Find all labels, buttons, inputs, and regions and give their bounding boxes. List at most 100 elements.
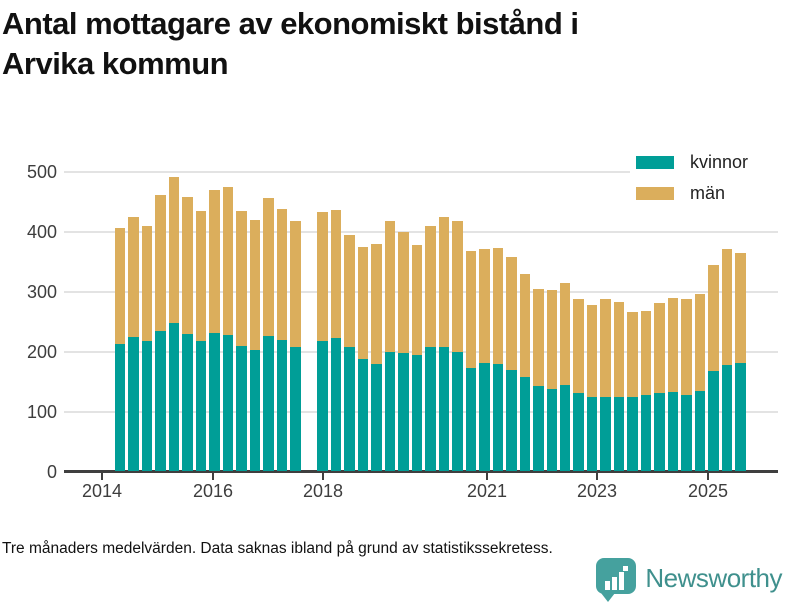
bar-segment-kvinnor <box>479 363 490 471</box>
bar-segment-man <box>290 220 301 347</box>
bar-segment-kvinnor <box>276 340 288 471</box>
bar-16 <box>330 171 342 471</box>
bar-segment-kvinnor <box>667 391 679 471</box>
bar-segment-kvinnor <box>654 393 665 471</box>
bar-segment-kvinnor <box>627 397 638 471</box>
bar-segment-kvinnor <box>398 353 409 471</box>
bar-segment-kvinnor <box>559 385 571 471</box>
y-tick-label-500: 500 <box>26 162 57 182</box>
bar-41 <box>667 171 679 471</box>
bar-segment-kvinnor <box>330 337 342 471</box>
bar-segment-man <box>559 283 571 386</box>
bar-32 <box>546 171 557 471</box>
missing-data-gap <box>304 171 314 471</box>
y-tick-label-400: 400 <box>26 222 57 242</box>
x-tick-2014 <box>101 471 103 480</box>
bar-segment-man <box>613 301 625 398</box>
bar-segment-man <box>533 288 544 386</box>
bar-20 <box>384 171 396 471</box>
bar-2 <box>141 171 153 471</box>
bar-segment-kvinnor <box>371 364 382 471</box>
y-tick-label-100: 100 <box>26 402 57 422</box>
bar-segment-kvinnor <box>681 394 692 471</box>
bar-4 <box>168 171 180 471</box>
bar-34 <box>573 171 584 471</box>
bar-5 <box>182 171 193 471</box>
x-tick-2018 <box>322 471 324 480</box>
bar-segment-kvinnor <box>573 393 584 471</box>
bar-39 <box>640 171 652 471</box>
bar-45 <box>721 171 733 471</box>
bar-segment-kvinnor <box>694 391 706 471</box>
bar-segment-man <box>519 273 531 377</box>
man-swatch-icon <box>636 187 674 200</box>
bar-segment-kvinnor <box>506 369 517 471</box>
bar-43 <box>694 171 706 471</box>
bar-segment-kvinnor <box>249 350 261 471</box>
bar-21 <box>398 171 409 471</box>
bar-22 <box>411 171 423 471</box>
bar-29 <box>506 171 517 471</box>
bubble-tail <box>601 593 616 602</box>
bar-6 <box>195 171 207 471</box>
bar-segment-man <box>276 208 288 341</box>
x-tick-label-2023: 2023 <box>576 481 618 501</box>
bar-segment-man <box>425 225 436 347</box>
bar-segment-kvinnor <box>128 336 139 471</box>
x-tick-2023 <box>596 471 598 480</box>
bar-segment-kvinnor <box>452 352 463 471</box>
bar-segment-kvinnor <box>519 376 531 471</box>
bar-31 <box>533 171 544 471</box>
bar-segment-kvinnor <box>182 334 193 471</box>
bar-segment-kvinnor <box>263 336 274 471</box>
exclamation-dot-icon <box>623 566 629 571</box>
x-tick-2016 <box>212 471 214 480</box>
y-tick-label-300: 300 <box>26 282 57 302</box>
bar-segment-man <box>546 289 557 390</box>
bar-segment-man <box>155 195 166 331</box>
bar-segment-kvinnor <box>290 346 301 471</box>
bar-10 <box>249 171 261 471</box>
bar-segment-kvinnor <box>735 363 746 471</box>
bar-segment-man <box>465 250 477 368</box>
x-tick-label-2021: 2021 <box>466 481 508 501</box>
bar-segment-kvinnor <box>168 323 180 471</box>
bar-segment-man <box>263 198 274 336</box>
bar-36 <box>600 171 611 471</box>
x-axis-line <box>64 470 778 473</box>
bar-segment-kvinnor <box>425 346 436 471</box>
bar-23 <box>425 171 436 471</box>
bar-33 <box>559 171 571 471</box>
bar-segment-man <box>708 264 719 371</box>
bar-3 <box>155 171 166 471</box>
bar-segment-kvinnor <box>600 396 611 471</box>
bar-13 <box>290 171 301 471</box>
bar-segment-man <box>222 186 234 336</box>
bar-segment-man <box>721 249 733 365</box>
bar-0 <box>115 171 126 471</box>
x-tick-label-2014: 2014 <box>81 481 123 501</box>
bar-segment-man <box>371 244 382 365</box>
bar-segment-kvinnor <box>721 364 733 471</box>
bar-segment-man <box>600 299 611 397</box>
bar-1 <box>128 171 139 471</box>
bar-segment-man <box>115 228 126 344</box>
x-tick-label-2018: 2018 <box>302 481 344 501</box>
bar-segment-man <box>317 211 328 342</box>
bar-segment-kvinnor <box>411 355 423 471</box>
bar-segment-man <box>627 312 638 398</box>
chart-title: Antal mottagare av ekonomiskt bistånd i … <box>2 4 782 84</box>
bar-segment-man <box>667 298 679 392</box>
bar-segment-man <box>344 234 355 347</box>
bar-segment-kvinnor <box>492 364 504 471</box>
bar-35 <box>586 171 598 471</box>
bar-17 <box>344 171 355 471</box>
bar-30 <box>519 171 531 471</box>
bar-19 <box>371 171 382 471</box>
bar-8 <box>222 171 234 471</box>
bar-segment-man <box>209 190 220 333</box>
bar-segment-kvinnor <box>546 389 557 471</box>
bar-segment-kvinnor <box>344 346 355 471</box>
y-tick-label-0: 0 <box>46 462 57 482</box>
bar-segment-man <box>249 220 261 351</box>
